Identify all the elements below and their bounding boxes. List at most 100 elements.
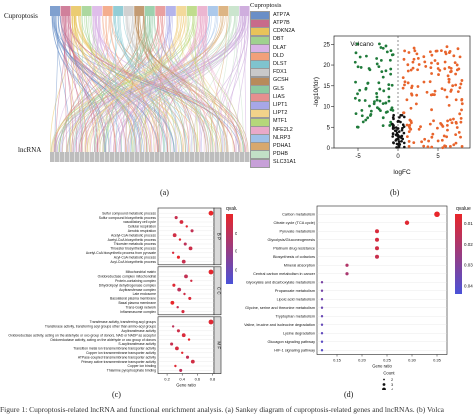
volcano-point-up bbox=[446, 119, 450, 123]
volcano-point-up bbox=[440, 123, 444, 127]
go-term-label: Oxidoreductase activity, acting on the a… bbox=[8, 333, 157, 337]
volcano-point-up bbox=[440, 138, 444, 142]
volcano-point-down bbox=[377, 65, 381, 69]
volcano-point-up bbox=[422, 144, 426, 148]
go-group-frame bbox=[157, 266, 215, 316]
volcano-point-up bbox=[454, 141, 458, 145]
sankey-link bbox=[210, 15, 228, 153]
volcano-point-down bbox=[366, 82, 370, 85]
go-dot bbox=[183, 292, 186, 296]
volcano-point-up bbox=[431, 132, 435, 136]
volcano-point-down bbox=[363, 99, 367, 102]
volcano-point-up bbox=[447, 103, 451, 107]
volcano-point-ns bbox=[401, 126, 404, 130]
go-group-frame bbox=[157, 207, 215, 266]
sankey-link bbox=[130, 15, 231, 153]
volcano-point-up bbox=[433, 89, 437, 93]
volcano-point-down bbox=[375, 95, 379, 99]
go-dot bbox=[178, 238, 182, 241]
sankey-link bbox=[56, 15, 71, 153]
sankey-top-node bbox=[123, 6, 134, 16]
sankey-bottom-node bbox=[120, 152, 125, 162]
volcano-point-down bbox=[360, 114, 364, 118]
kegg-legend-tick: 0.03 bbox=[464, 263, 473, 268]
volcano-point-down bbox=[369, 112, 373, 116]
volcano-point-up bbox=[403, 49, 407, 53]
volcano-point-down bbox=[381, 75, 385, 79]
volcano-point-up bbox=[441, 146, 445, 150]
volcano-point-down bbox=[389, 72, 393, 76]
sankey-link bbox=[51, 15, 175, 153]
kegg-legend-tick: 0.01 bbox=[464, 221, 473, 226]
kegg-dot bbox=[375, 237, 379, 242]
go-dot bbox=[190, 229, 194, 233]
legend-label: FDX1 bbox=[273, 69, 287, 76]
volcano-point-up bbox=[452, 54, 456, 58]
sankey-link bbox=[156, 15, 219, 153]
go-dot bbox=[181, 351, 184, 354]
volcano-point-up bbox=[403, 80, 407, 84]
go-term-label: Thiamine pyrophosphate binding bbox=[107, 369, 156, 373]
volcano-point-down bbox=[358, 88, 362, 92]
volcano-point-ns bbox=[396, 120, 400, 123]
volcano-point-up bbox=[414, 102, 418, 106]
panel-a: Cuproptosis lncRNA Cuproptosis ATP7A ATP7… bbox=[0, 0, 300, 200]
go-dot bbox=[188, 296, 192, 300]
sankey-bottom-node bbox=[165, 152, 170, 162]
sankey-link bbox=[52, 15, 240, 153]
sankey-link bbox=[62, 15, 78, 153]
volcano-point-ns bbox=[400, 139, 403, 143]
go-term-label: Cellular respiration bbox=[128, 225, 156, 229]
go-dot bbox=[172, 233, 177, 238]
sankey-top-node bbox=[60, 6, 71, 16]
sankey-bottom-node bbox=[110, 152, 115, 162]
volcano-point-up bbox=[409, 106, 413, 110]
volcano-point-ns bbox=[400, 128, 404, 132]
go-dot bbox=[184, 274, 188, 279]
volcano-point-down bbox=[365, 54, 368, 58]
kegg-count-dot bbox=[382, 383, 386, 386]
volcano-point-up bbox=[449, 70, 452, 74]
volcano-point-up bbox=[460, 144, 464, 148]
volcano-point-up bbox=[456, 47, 460, 51]
figure-caption: Figure 1: Cuproptosis-related lncRNA and… bbox=[0, 405, 444, 414]
volcano-point-up bbox=[449, 118, 452, 122]
volcano-point-up bbox=[412, 141, 416, 145]
legend-label: GLS bbox=[273, 85, 284, 92]
volcano-point-up bbox=[458, 86, 462, 90]
volcano-point-up bbox=[407, 51, 411, 54]
volcano-point-down bbox=[384, 101, 388, 105]
volcano-point-up bbox=[436, 62, 440, 65]
sankey-link bbox=[158, 15, 213, 153]
sankey-bottom-node bbox=[60, 152, 65, 162]
kegg-term-label: Glycolysis/Gluconeogenesis bbox=[268, 238, 316, 242]
volcano-point-up bbox=[440, 49, 443, 53]
kegg-term-label: Central carbon metabolism in cancer bbox=[253, 272, 316, 276]
kegg-count-label: 4 bbox=[391, 387, 394, 390]
volcano-point-down bbox=[375, 57, 379, 60]
sankey-bottom-node bbox=[100, 152, 105, 162]
volcano-point-down bbox=[380, 70, 384, 74]
sankey-bottom-label: lncRNA bbox=[18, 146, 42, 154]
sankey-link bbox=[87, 15, 183, 153]
sankey-link bbox=[92, 15, 231, 153]
volcano-point-up bbox=[438, 69, 442, 72]
volcano-point-down bbox=[368, 104, 371, 108]
go-dotplot: B P Sulfur compound metabolic processSulf… bbox=[8, 206, 237, 390]
kegg-count-dot bbox=[383, 378, 385, 381]
sankey-link bbox=[78, 15, 99, 153]
go-legend-tick: 0.02 bbox=[235, 231, 237, 236]
volcano-point-down bbox=[377, 42, 381, 46]
go-dot bbox=[208, 210, 214, 216]
go-dot bbox=[174, 216, 178, 220]
volcano-point-down bbox=[375, 62, 379, 66]
legend-label: DBT bbox=[273, 36, 284, 43]
volcano-point-down bbox=[381, 102, 385, 106]
volcano-point-up bbox=[444, 50, 447, 54]
kegg-term-label: Glyoxylate and dicarboxylate metabolism bbox=[246, 281, 315, 285]
volcano-point-down bbox=[364, 87, 368, 91]
sankey-link bbox=[68, 15, 133, 153]
go-dot bbox=[190, 279, 193, 282]
volcano-point-down bbox=[385, 50, 389, 54]
volcano-point-up bbox=[454, 133, 458, 136]
